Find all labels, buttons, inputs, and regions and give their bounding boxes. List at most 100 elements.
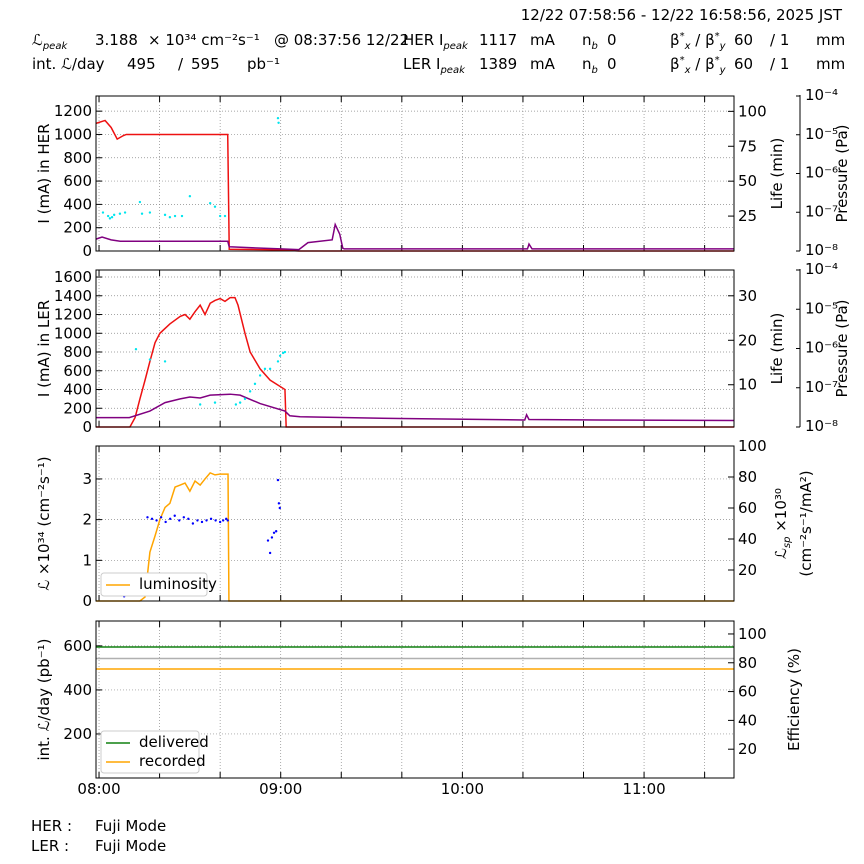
y3-tick-label: 10⁻⁶: [805, 339, 838, 357]
header-item: HER Ipeak: [403, 31, 469, 52]
y3-axis-title: Pressure (Pa): [833, 299, 851, 397]
data-point: [213, 401, 217, 404]
mode-text: LER :: [31, 837, 69, 855]
data-point: [200, 520, 204, 524]
x-tick-label: 11:00: [622, 780, 665, 798]
data-point: [108, 217, 112, 220]
data-point: [272, 531, 276, 534]
data-line: [96, 393, 735, 422]
text-part: *: [715, 55, 720, 66]
header-item: 595: [191, 55, 220, 73]
data-point: [248, 390, 252, 393]
data-line: [95, 222, 734, 251]
y2-tick-label: 60: [738, 499, 757, 517]
y2-axis-title: ℒsp ×10³⁰: [772, 488, 793, 559]
mode-text: HER :: [31, 817, 72, 835]
y2-tick-label: 40: [738, 530, 757, 548]
y-tick-label: 1200: [54, 102, 92, 120]
header-item: 3.188: [95, 31, 138, 49]
legend-label: recorded: [139, 752, 206, 770]
text-part: / β: [691, 55, 715, 73]
text-part: HER I: [403, 31, 443, 49]
text-part: peak: [42, 41, 69, 52]
data-point: [168, 517, 172, 521]
data-point: [276, 478, 280, 482]
data-point: [140, 212, 144, 215]
data-point: [225, 517, 228, 521]
y2-tick-label: 60: [738, 683, 757, 701]
y3-tick-label: 10⁻⁸: [805, 241, 838, 259]
y2-axis-title: Life (min): [768, 138, 786, 210]
legend-label: luminosity: [139, 575, 217, 593]
data-line: [96, 296, 734, 428]
y-tick-label: 0: [82, 418, 92, 436]
text-part: β: [670, 31, 680, 49]
data-point: [263, 367, 267, 371]
header-item: ℒpeak: [32, 31, 68, 52]
data-point: [205, 519, 208, 522]
data-point: [164, 520, 167, 524]
data-point: [277, 502, 281, 505]
y2-tick-label: 100: [738, 625, 767, 643]
y-axis-title: I (mA) in HER: [35, 123, 53, 223]
time-range: 12/22 07:58:56 - 12/22 16:58:56, 2025 JS…: [521, 6, 843, 24]
y3-tick-label: 10⁻⁸: [805, 417, 838, 435]
header-item: / 1: [770, 31, 789, 49]
data-point: [182, 516, 186, 519]
data-point: [187, 517, 190, 521]
data-point: [188, 195, 192, 198]
y-tick-label: 200: [63, 219, 92, 237]
y-tick-label: 800: [63, 343, 92, 361]
data-point: [118, 212, 122, 215]
y2-tick-label: 20: [738, 561, 757, 579]
header-item: 1117: [479, 31, 517, 49]
text-part: peak: [442, 41, 469, 52]
y2-tick-label: 80: [738, 654, 757, 672]
y3-tick-label: 10⁻⁶: [805, 164, 838, 182]
y2-tick-label: 20: [738, 331, 757, 349]
plot-frame: [95, 445, 735, 602]
y-tick-label: 1000: [54, 125, 92, 143]
data-point: [238, 401, 242, 404]
header-item: 0: [607, 31, 617, 49]
header-item: int. ℒ/day: [32, 55, 105, 73]
y-tick-label: 600: [63, 362, 92, 380]
data-point: [270, 536, 274, 539]
y2-tick-label: 100: [738, 437, 767, 455]
data-point: [110, 216, 114, 219]
y2-tick-label: 20: [738, 740, 757, 758]
text-part: ℒ: [32, 31, 43, 49]
mode-text: Fuji Mode: [95, 837, 166, 855]
y-axis-title: int. ℒ/day (pb⁻¹): [35, 639, 53, 761]
data-point: [226, 519, 229, 522]
text-part: β: [670, 55, 680, 73]
y2-tick-label: 100: [738, 102, 767, 120]
data-point: [214, 519, 217, 522]
text-part: b: [592, 41, 598, 52]
data-point: [283, 350, 287, 354]
y3-axis-title: Pressure (Pa): [833, 124, 851, 222]
text-part: y: [719, 65, 727, 76]
data-point: [274, 530, 278, 533]
data-point: [163, 213, 167, 217]
data-point: [253, 382, 257, 386]
data-point: [268, 551, 272, 555]
y-tick-label: 600: [63, 172, 92, 190]
data-point: [148, 358, 152, 361]
header-item: 495: [127, 55, 156, 73]
data-point: [134, 348, 138, 351]
y-tick-label: 0: [82, 592, 92, 610]
legend-label: delivered: [139, 733, 209, 751]
data-point: [268, 367, 272, 371]
data-point: [213, 205, 217, 208]
text-part: x: [684, 65, 691, 76]
header-item: nb: [582, 55, 598, 76]
data-point: [150, 517, 154, 521]
y-tick-label: 400: [63, 381, 92, 399]
data-point: [221, 519, 225, 522]
data-point: [146, 516, 149, 519]
text-part: *: [680, 55, 685, 66]
